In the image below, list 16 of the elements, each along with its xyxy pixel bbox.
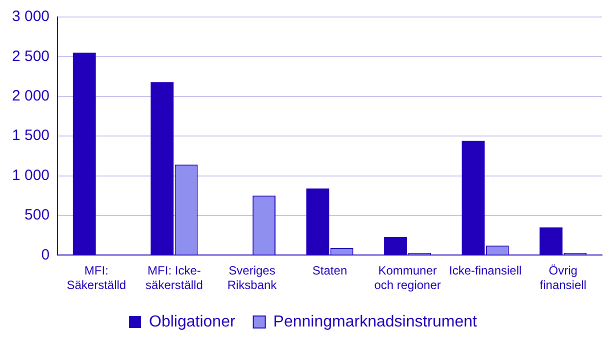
x-tick-label: Sveriges Riksbank — [227, 264, 278, 292]
y-tick-label: 2 000 — [12, 88, 50, 105]
y-tick-label: 0 — [41, 246, 50, 264]
x-tick-label: MFI: Icke- säkerställd — [146, 264, 203, 292]
legend-label: Penningmarknadsinstrument — [273, 313, 478, 330]
x-tick-label: MFI: Säkerställd — [66, 264, 126, 292]
legend-label: Obligationer — [149, 313, 236, 330]
y-tick-label: 1 500 — [12, 127, 50, 144]
x-tick-label: Icke-finansiell — [448, 264, 522, 278]
x-tick-label: Övrig finansiell — [540, 264, 586, 292]
x-tick-label: Kommuner och regioner — [374, 264, 441, 292]
y-tick-label: 500 — [24, 206, 50, 224]
y-tick-label: 3 000 — [12, 8, 50, 26]
y-tick-label: 1 000 — [12, 166, 50, 184]
y-tick-label: 2 500 — [12, 48, 50, 65]
x-tick-label: Staten — [312, 264, 348, 278]
